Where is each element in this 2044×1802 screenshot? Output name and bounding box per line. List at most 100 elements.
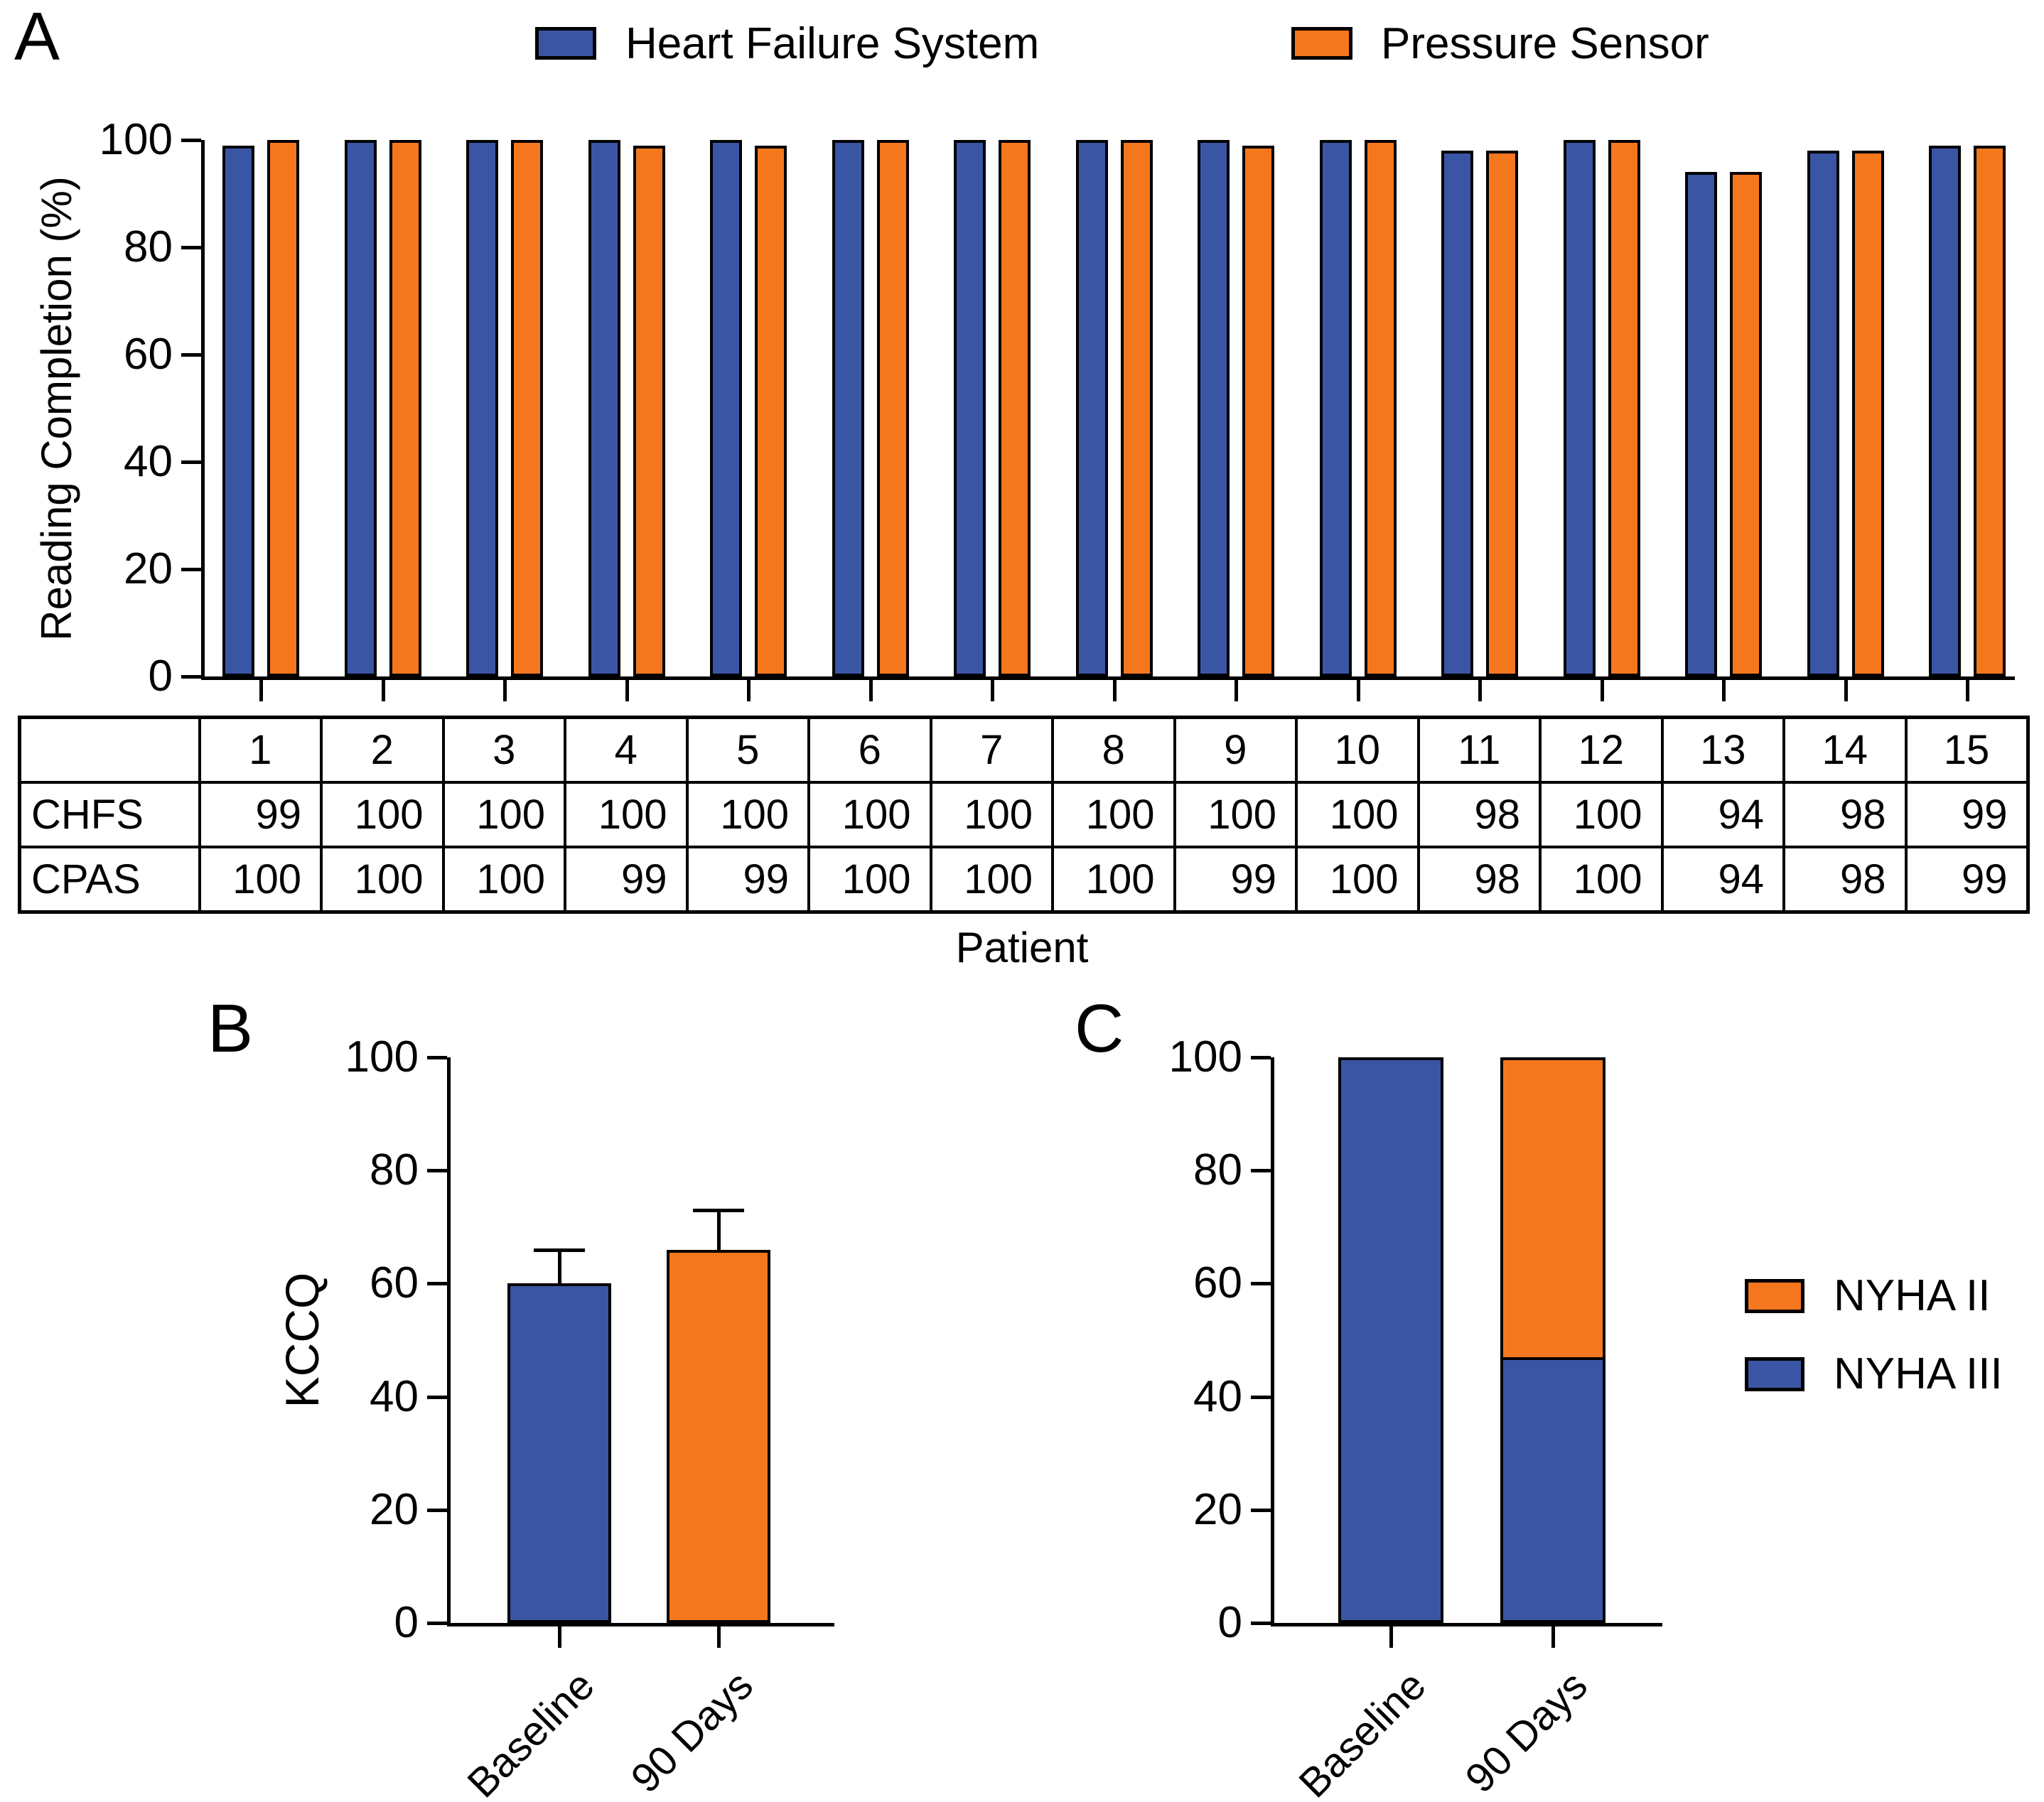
stacked-segment-nyha-iii-baseline	[1338, 1057, 1443, 1623]
y-axis-tick	[1251, 1282, 1271, 1286]
legend-swatch-heart-failure-system	[535, 27, 596, 60]
table-value-cell: 98	[1416, 781, 1542, 848]
x-axis-tick	[991, 680, 994, 701]
table-value-cell: 100	[1295, 781, 1420, 848]
x-category-label: Baseline	[1289, 1662, 1435, 1802]
table-value-cell: 98	[1416, 846, 1542, 914]
error-bar-cap	[693, 1208, 744, 1212]
panel-a-x-axis-title: Patient	[955, 924, 1089, 971]
y-axis-tick-label: 20	[1193, 1484, 1242, 1534]
y-axis-tick	[427, 1508, 447, 1512]
x-axis-tick	[1722, 680, 1726, 701]
panel-a-plot: 0 20 40 60 80 100	[99, 118, 2015, 701]
y-axis-tick-label: 100	[345, 1032, 419, 1081]
stacked-segment-nyha-iii-90-days	[1500, 1356, 1605, 1623]
table-patient-header: 2	[320, 716, 445, 784]
bar-kccq-baseline	[507, 1283, 611, 1623]
table-patient-header: 7	[929, 716, 1054, 784]
bar-patient-7-cpas	[999, 140, 1031, 676]
y-axis-tick	[181, 246, 201, 249]
bar-patient-15-cpas	[1974, 145, 2006, 676]
legend-swatch-nyha-ii	[1745, 1279, 1804, 1313]
table-value-cell: 100	[807, 781, 932, 848]
table-patient-header: 5	[685, 716, 810, 784]
panel-b-plot: 0 20 40 60 80 100 Baseline 90 Days	[345, 1035, 834, 1802]
table-patient-header: 6	[807, 716, 932, 784]
bar-patient-10-chfs	[1319, 140, 1352, 676]
x-axis-tick	[868, 680, 873, 701]
y-axis-tick-label: 40	[370, 1371, 419, 1421]
bar-patient-1-chfs	[222, 145, 254, 676]
table-patient-header: 13	[1660, 716, 1785, 784]
y-axis-tick	[181, 568, 201, 571]
table-row-header: CHFS	[18, 781, 201, 848]
y-axis-tick	[427, 1169, 447, 1173]
error-bar-line	[558, 1249, 561, 1284]
x-axis-tick	[1966, 680, 1969, 701]
x-axis-tick	[1235, 680, 1238, 701]
bar-patient-4-chfs	[588, 140, 620, 676]
table-value-cell: 100	[441, 846, 566, 914]
bar-patient-12-chfs	[1563, 140, 1596, 676]
table-value-cell: 98	[1782, 846, 1908, 914]
table-value-cell: 100	[441, 781, 566, 848]
x-axis-tick	[1844, 680, 1848, 701]
y-axis-tick-label: 60	[1193, 1258, 1242, 1308]
x-axis-tick	[503, 680, 507, 701]
table-value-cell: 98	[1782, 781, 1908, 848]
table-value-cell: 99	[1904, 846, 2029, 914]
table-patient-header: 9	[1173, 716, 1298, 784]
y-axis-tick-label: 60	[370, 1258, 419, 1308]
x-axis-tick	[1551, 1626, 1555, 1648]
y-axis-tick	[427, 1622, 447, 1625]
table-value-cell: 100	[1539, 846, 1664, 914]
error-bar-cap	[534, 1248, 585, 1252]
table-row-header: CPAS	[18, 846, 201, 914]
bar-patient-11-chfs	[1441, 151, 1473, 676]
y-axis-tick-label: 60	[124, 330, 173, 379]
table-value-cell: 100	[1295, 846, 1420, 914]
table-value-cell: 100	[1539, 781, 1664, 848]
y-axis-tick	[181, 139, 201, 142]
table-patient-header: 15	[1904, 716, 2029, 784]
table-corner-cell	[18, 716, 201, 784]
bar-patient-3-cpas	[511, 140, 543, 676]
x-axis-tick	[381, 680, 385, 701]
table-value-cell: 100	[320, 846, 445, 914]
legend-label-nyha-ii: NYHA II	[1834, 1271, 1991, 1320]
x-axis-tick	[1600, 680, 1604, 701]
bar-patient-5-chfs	[710, 140, 742, 676]
bar-kccq-90-days	[667, 1249, 770, 1623]
bar-patient-14-chfs	[1807, 151, 1839, 676]
bar-patient-9-cpas	[1242, 145, 1274, 676]
y-axis-tick-label: 0	[394, 1598, 419, 1647]
table-value-cell: 100	[1051, 781, 1176, 848]
y-axis-tick	[1251, 1395, 1271, 1399]
bar-patient-8-chfs	[1075, 140, 1108, 676]
bar-patient-10-cpas	[1364, 140, 1397, 676]
panel-a-label: A	[14, 0, 60, 75]
bar-patient-13-cpas	[1730, 172, 1762, 676]
y-axis-tick	[427, 1056, 447, 1059]
table-value-cell: 99	[198, 781, 323, 848]
y-axis-tick	[181, 675, 201, 679]
bar-patient-2-cpas	[389, 140, 421, 676]
bar-patient-13-chfs	[1685, 172, 1717, 676]
bar-patient-3-chfs	[466, 140, 498, 676]
x-axis-tick	[1389, 1626, 1393, 1648]
y-axis-tick	[1251, 1622, 1271, 1625]
bar-patient-1-cpas	[267, 140, 299, 676]
table-value-cell: 99	[1904, 781, 2029, 848]
table-value-cell: 100	[929, 781, 1054, 848]
y-axis-tick-label: 80	[1193, 1145, 1242, 1195]
table-value-cell: 94	[1660, 781, 1785, 848]
table-patient-header: 12	[1539, 716, 1664, 784]
x-axis-tick	[558, 1626, 561, 1648]
bar-patient-5-cpas	[755, 145, 787, 676]
y-axis-tick	[427, 1395, 447, 1399]
y-axis-tick	[181, 353, 201, 357]
table-value-cell: 100	[564, 781, 689, 848]
y-axis-tick-label: 80	[370, 1145, 419, 1195]
x-axis-tick	[747, 680, 751, 701]
